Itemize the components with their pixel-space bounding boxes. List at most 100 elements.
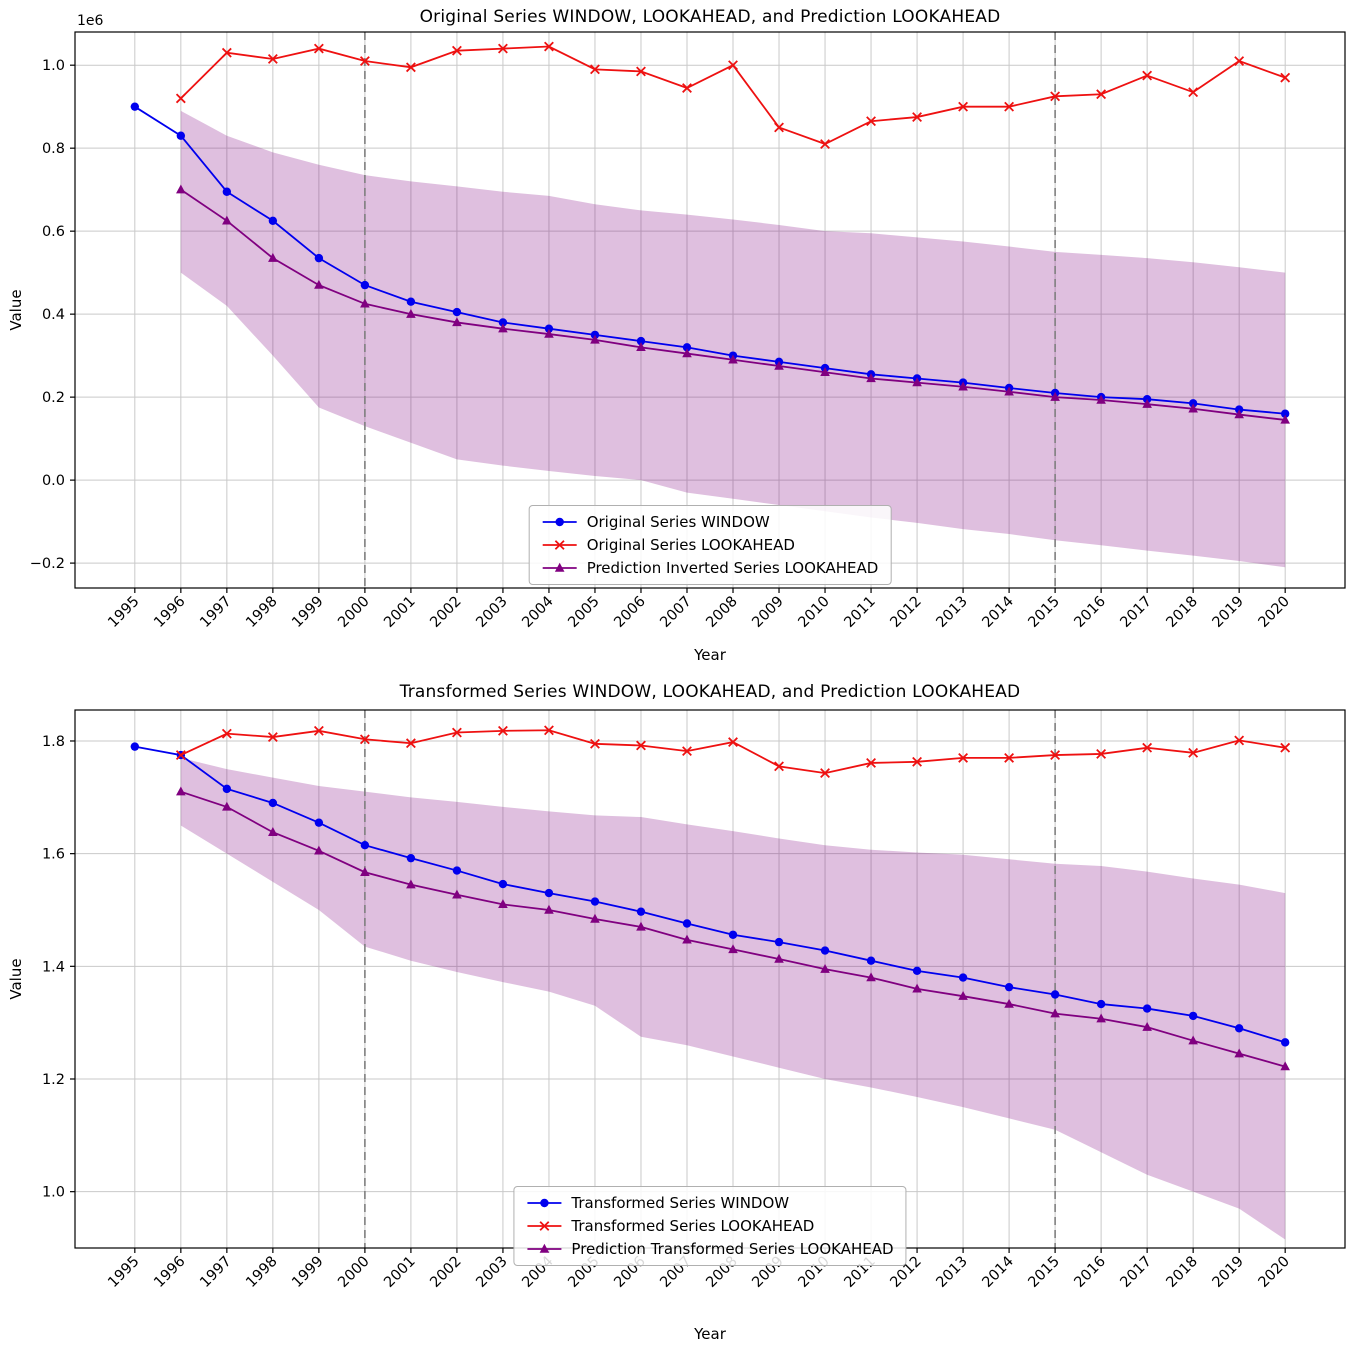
x-marker <box>221 47 232 58</box>
x-marker <box>636 740 646 751</box>
circle-marker <box>866 956 876 965</box>
triangle-marker <box>544 328 554 338</box>
triangle-marker <box>820 367 830 376</box>
triangle-marker <box>958 381 968 391</box>
triangle-marker <box>498 899 508 909</box>
x-tick-label: 2002 <box>427 594 464 631</box>
original-series-plot: 1995 1996 1997 1998 1999 2000 2001 2002 2003 2004… <box>30 31 1346 631</box>
x-tick-label: 2012 <box>887 594 924 631</box>
circle-marker <box>222 187 232 196</box>
triangle-marker <box>544 904 554 914</box>
circle-marker <box>728 930 738 939</box>
legend-label: Original Series WINDOW <box>586 513 770 531</box>
triangle-marker <box>176 786 186 796</box>
x-tick-label: 2020 <box>1256 594 1293 631</box>
x-tick-label: 1997 <box>197 594 234 631</box>
x-marker <box>497 43 508 54</box>
x-tick-label: 1998 <box>243 1254 280 1291</box>
x-tick-label: 2000 <box>335 1254 372 1291</box>
triangle-marker <box>1096 394 1106 404</box>
x-tick-label: 1996 <box>151 1254 188 1291</box>
x-marker <box>1142 742 1153 753</box>
chart-original-series: Original Series WINDOW, LOOKAHEAD, and P… <box>7 7 1346 664</box>
series-line <box>134 745 1286 1044</box>
circle-marker <box>636 336 646 346</box>
triangle-marker <box>774 953 784 963</box>
triangle-marker <box>1050 1008 1060 1018</box>
legend-label: Prediction Transformed Series LOOKAHEAD <box>571 1240 894 1258</box>
legend-label: Transformed Series WINDOW <box>571 1194 790 1212</box>
circle-marker <box>130 102 140 111</box>
x-marker <box>267 54 278 64</box>
legend-label: Original Series LOOKAHEAD <box>586 536 795 554</box>
circle-marker <box>1280 409 1290 418</box>
x-tick-label: 2003 <box>473 1254 510 1291</box>
triangle-marker <box>1280 414 1290 424</box>
circle-marker <box>636 907 646 916</box>
x-tick-label: 2005 <box>565 594 602 631</box>
triangle-marker <box>866 373 876 383</box>
circle-marker <box>682 919 692 928</box>
circle-marker <box>268 798 278 808</box>
x-marker <box>958 101 969 112</box>
triangle-marker <box>1050 391 1060 401</box>
x-marker <box>313 43 324 54</box>
x-marker <box>728 737 738 748</box>
x-marker <box>451 45 462 56</box>
triangle-marker <box>314 279 324 289</box>
circle-marker <box>682 343 692 352</box>
x-marker <box>958 752 969 763</box>
x-tick-label: 2018 <box>1164 594 1201 631</box>
triangle-marker <box>866 972 876 982</box>
x-tick-label: 2013 <box>933 1254 970 1291</box>
circle-marker <box>314 818 324 827</box>
x-marker <box>175 750 186 761</box>
x-tick-label: 2020 <box>1256 1254 1293 1291</box>
legend: Original Series WINDOW Original Series LO… <box>528 505 892 585</box>
triangle-marker <box>268 827 278 836</box>
x-tick-label: 1997 <box>197 1254 234 1291</box>
triangle-marker <box>1004 998 1014 1008</box>
x-marker <box>866 116 876 127</box>
x-tick-label: 2014 <box>980 1254 1017 1291</box>
y-tick-label: 0.2 <box>42 390 65 406</box>
triangle-marker <box>406 879 416 889</box>
circle-marker <box>1280 1038 1290 1047</box>
triangle-marker <box>728 944 738 954</box>
x-legend-icon <box>542 540 577 550</box>
chart-title: Transformed Series WINDOW, LOOKAHEAD, an… <box>399 682 1021 702</box>
triangle-marker <box>452 317 462 327</box>
triangle-marker <box>1142 398 1152 408</box>
y-tick-label: 1.4 <box>42 959 65 975</box>
chart-title: Original Series WINDOW, LOOKAHEAD, and P… <box>419 7 1001 27</box>
x-marker <box>820 768 830 779</box>
triangle-legend-icon <box>527 1243 562 1253</box>
x-tick-label: 2002 <box>427 1254 464 1291</box>
triangle-marker <box>682 934 692 944</box>
triangle-marker <box>1234 1048 1244 1058</box>
y-tick-label: 1.0 <box>42 58 65 74</box>
y-axis-offset-label: 1e6 <box>77 13 104 29</box>
circle-marker <box>406 853 416 863</box>
triangle-marker <box>176 184 186 194</box>
legend-item: Prediction Inverted Series LOOKAHEAD <box>542 559 878 577</box>
triangle-marker <box>728 354 738 364</box>
x-tick-label: 2017 <box>1118 1254 1155 1291</box>
triangle-marker <box>636 921 646 931</box>
circle-marker <box>498 318 508 327</box>
triangle-marker <box>820 963 830 973</box>
triangle-marker <box>590 334 600 344</box>
triangle-marker <box>222 801 232 811</box>
circle-marker <box>590 897 600 906</box>
triangle-marker <box>360 867 370 876</box>
x-marker <box>682 746 692 757</box>
triangle-marker <box>314 845 324 855</box>
legend-item: Original Series WINDOW <box>542 513 879 531</box>
x-marker <box>1188 747 1199 758</box>
circle-marker <box>1188 399 1198 408</box>
x-tick-label: 2016 <box>1072 1254 1109 1291</box>
x-tick-label: 2016 <box>1072 594 1109 631</box>
circle-marker <box>820 946 830 955</box>
x-marker <box>1234 735 1245 746</box>
triangle-marker <box>1280 1061 1290 1071</box>
